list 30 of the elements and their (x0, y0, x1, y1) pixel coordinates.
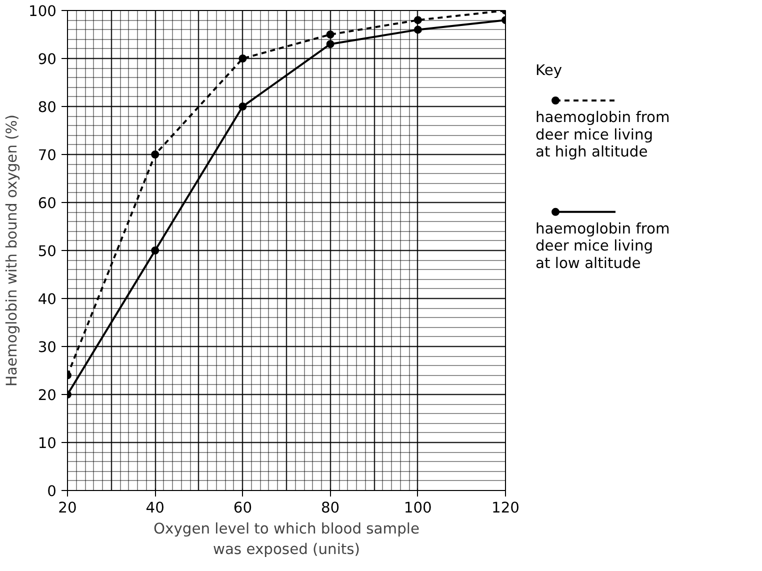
x-tick-label: 120 (492, 500, 520, 516)
x-axis-title: Oxygen level to which blood sample was exposed (units) (154, 520, 420, 558)
y-tick-label: 50 (38, 243, 57, 260)
y-tick-label: 0 (47, 483, 57, 500)
point (414, 26, 422, 34)
point (151, 246, 160, 254)
legend-label: haemoglobin from deer mice living at low altitude (536, 220, 670, 272)
y-axis-title: Haemoglobin with bound oxygen (%) (4, 114, 21, 386)
point (151, 150, 160, 158)
x-tick-label: 80 (320, 500, 340, 516)
x-tick-label: 40 (146, 500, 164, 516)
y-tick-label: 70 (38, 147, 57, 164)
x-tick-label: 60 (233, 500, 252, 516)
y-tick-label: 20 (38, 387, 57, 404)
point (414, 16, 422, 24)
y-tick-label: 40 (38, 291, 57, 308)
y-tick-label: 100 (28, 3, 57, 20)
y-tick-label: 80 (38, 99, 57, 116)
y-tick-label: 10 (38, 435, 57, 452)
y-tick-label: 30 (38, 339, 57, 356)
y-tick-label: 90 (38, 51, 57, 68)
y-tick-label: 60 (38, 195, 57, 212)
point (238, 54, 247, 62)
point (326, 30, 334, 38)
x-tick-label: 100 (404, 500, 432, 516)
legend-title: Key (536, 62, 562, 79)
legend-label: haemoglobin from deer mice living at high altitude (536, 109, 670, 160)
x-tick-label: 20 (58, 500, 77, 516)
point (326, 40, 334, 48)
point (238, 102, 247, 110)
